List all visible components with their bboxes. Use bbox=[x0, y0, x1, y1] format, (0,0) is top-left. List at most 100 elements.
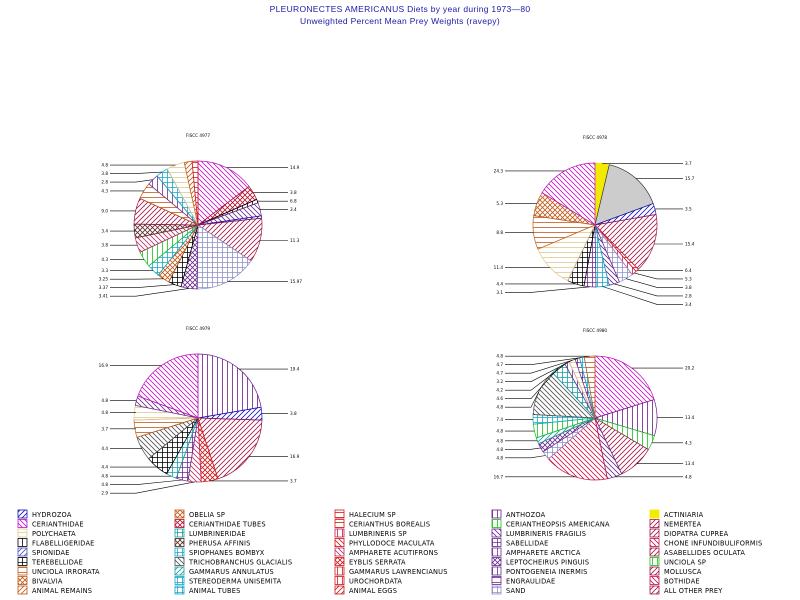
leader-line bbox=[110, 288, 190, 297]
chart-subtitle: Unweighted Percent Mean Prey Weights (ra… bbox=[300, 16, 500, 26]
legend-item-unci: UNCIOLA SP bbox=[649, 557, 706, 567]
legend-item-sand: SAND bbox=[491, 585, 525, 595]
legend-item-eyb: EYBLIS SERRATA bbox=[334, 557, 406, 567]
legend-label: POLYCHAETA bbox=[32, 530, 76, 538]
leader-line bbox=[505, 360, 573, 383]
legend-swatch bbox=[174, 538, 185, 547]
slice-value-label: 4.8 bbox=[496, 429, 503, 434]
legend-swatch bbox=[649, 576, 660, 585]
legend-item-asab: ASABELLIDES OCULATA bbox=[649, 547, 745, 557]
leader-line bbox=[110, 284, 175, 289]
legend-item-engr: ENGRAULIDAE bbox=[491, 576, 555, 586]
legend-label: UNCIOLA SP bbox=[664, 559, 706, 567]
legend-item-bival: BIVALVIA bbox=[17, 576, 63, 586]
legend-label: ACTINIARIA bbox=[664, 511, 704, 519]
legend-swatch bbox=[17, 519, 28, 528]
leader-line bbox=[110, 479, 183, 486]
slice-value-label: 4.7 bbox=[496, 371, 503, 376]
legend-swatch bbox=[334, 576, 345, 585]
slice-value-label: 4.8 bbox=[101, 482, 108, 487]
leader-line bbox=[505, 367, 559, 400]
legend-swatch bbox=[174, 547, 185, 557]
slice-value-label: 4.7 bbox=[496, 362, 503, 367]
legend-item-gamlaw: GAMMARUS LAWRENCIANUS bbox=[334, 566, 447, 576]
slice-value-label: 4.8 bbox=[101, 474, 108, 479]
slice-value-label: 3.7 bbox=[101, 426, 108, 431]
leader-line bbox=[625, 278, 683, 288]
legend-swatch bbox=[491, 566, 502, 576]
legend-swatch bbox=[649, 519, 660, 528]
slice-value-label: 14.9 bbox=[290, 165, 300, 170]
pie-slice-anthoz bbox=[197, 353, 262, 419]
legend-label: LEPTOCHEIRUS PINGUIS bbox=[506, 559, 589, 567]
slice-value-label: 3.8 bbox=[290, 190, 297, 195]
slice-value-label: 3.8 bbox=[101, 243, 108, 248]
slice-value-label: 13.4 bbox=[685, 415, 695, 420]
slice-value-label: 4.8 bbox=[496, 438, 503, 443]
leader-line bbox=[505, 357, 582, 366]
legend-label: FLABELLIGERIDAE bbox=[32, 540, 95, 548]
legend-item-lumbtri: LUMBRINERIDAE bbox=[174, 528, 246, 538]
slice-value-label: 24.3 bbox=[494, 168, 504, 173]
legend-swatch bbox=[491, 585, 502, 595]
leader-line bbox=[110, 179, 153, 183]
slice-value-label: 3.7 bbox=[290, 478, 297, 483]
legend-swatch bbox=[649, 538, 660, 547]
slice-value-label: 2.9 bbox=[101, 491, 108, 496]
legend-item-allother: ALL OTHER PREY bbox=[649, 585, 723, 595]
slice-value-label: 4.3 bbox=[101, 188, 108, 193]
legend-swatch bbox=[334, 538, 345, 547]
leader-line bbox=[505, 391, 540, 408]
legend-label: SABELLIDAE bbox=[506, 540, 548, 548]
legend-label: CERIANTHEOPSIS AMERICANA bbox=[506, 521, 610, 529]
legend-item-actin: ACTINIARIA bbox=[649, 509, 704, 519]
legend-label: TRICHOBRANCHUS GLACIALIS bbox=[188, 559, 292, 567]
legend-swatch bbox=[334, 528, 345, 538]
legend-item-mollu: MOLLUSCA bbox=[649, 566, 702, 576]
legend-item-ampcu: AMPHARETE ARCTICA bbox=[491, 547, 581, 557]
leader-line bbox=[505, 447, 541, 450]
legend-swatch bbox=[174, 585, 185, 595]
legend-label: HALECIUM SP bbox=[349, 511, 396, 519]
slice-value-label: 4.8 bbox=[496, 354, 503, 359]
legend-swatch bbox=[17, 576, 28, 585]
slice-value-label: 9.0 bbox=[101, 208, 108, 213]
slice-value-label: 3.8 bbox=[101, 171, 108, 176]
legend-label: DIOPATRA CUPREA bbox=[664, 530, 729, 538]
legend-swatch bbox=[334, 519, 345, 528]
legend-label: SPIONIDAE bbox=[32, 549, 70, 557]
legend-item-terb: TEREBELLIDAE bbox=[17, 557, 83, 567]
legend-label: SPIOPHANES BOMBYX bbox=[189, 549, 265, 557]
slice-value-label: 16.9 bbox=[99, 363, 109, 368]
leader-line bbox=[634, 272, 683, 280]
legend-swatch bbox=[491, 519, 502, 528]
slice-value-label: 15.7 bbox=[685, 176, 695, 181]
legend-item-obel: OBELIA SP bbox=[174, 509, 225, 519]
legend-swatch bbox=[174, 528, 185, 538]
legend-label: CHONE INFUNDIBULIFORMIS bbox=[664, 540, 762, 548]
slice-value-label: 13.4 bbox=[685, 461, 695, 466]
legend-label: AMPHARETE ARCTICA bbox=[506, 549, 581, 557]
pie-slice-ceribor bbox=[191, 160, 199, 226]
slice-value-label: 2.8 bbox=[101, 180, 108, 185]
pie-title: FISCC 4978 bbox=[583, 135, 607, 140]
pie-title: FISCC 4980 bbox=[583, 328, 607, 333]
slice-value-label: 3.37 bbox=[99, 285, 109, 290]
slice-value-label: 4.4 bbox=[101, 465, 108, 470]
slice-value-label: 19.4 bbox=[290, 367, 300, 372]
legend-swatch bbox=[649, 557, 660, 566]
slice-value-label: 3.3 bbox=[101, 268, 108, 273]
legend-item-ampha: AMPHARETE ACUTIFRONS bbox=[334, 547, 438, 557]
slice-value-label: 4.8 bbox=[496, 447, 503, 452]
slice-value-label: 3.4 bbox=[290, 207, 297, 212]
legend-swatch bbox=[649, 528, 660, 538]
legend-label: MOLLUSCA bbox=[664, 568, 702, 576]
slice-value-label: 7.4 bbox=[496, 417, 503, 422]
slice-value-label: 16.9 bbox=[290, 454, 300, 459]
legend-swatch bbox=[17, 528, 28, 538]
slice-value-label: 4.2 bbox=[496, 388, 503, 393]
legend-label: LUMBRINERIDAE bbox=[189, 530, 246, 538]
legend-swatch bbox=[491, 576, 502, 585]
slice-value-label: 3.1 bbox=[496, 290, 503, 295]
